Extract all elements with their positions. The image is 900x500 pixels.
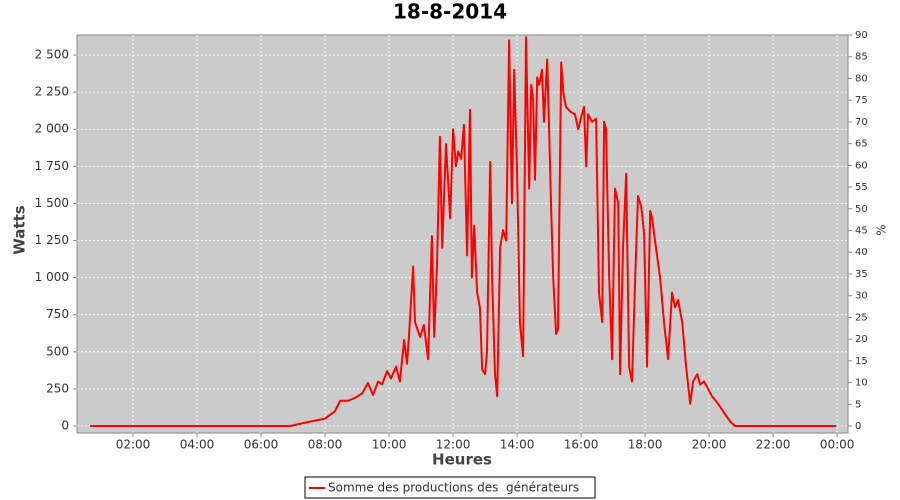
y-axis-label: Watts [11,205,29,254]
series-line [90,36,837,427]
y2-axis-label: % [875,224,889,235]
y2-tick-label: 10 [855,378,868,389]
y2-tick-label: 20 [855,334,868,345]
x-tick-label: 04:00 [180,438,215,452]
y-tick-label: 2 000 [35,122,69,136]
y2-tick-label: 75 [855,95,868,106]
y-tick-label: 2 500 [35,48,69,62]
x-axis-label: Heures [432,451,492,469]
y-tick-label: 1 250 [35,233,69,247]
y2-tick-label: 30 [855,291,868,302]
y2-tick-label: 40 [855,247,868,258]
y-tick-label: 750 [46,307,69,321]
y2-tick-label: 35 [855,269,868,280]
x-tick-label: 02:00 [116,438,151,452]
y-tick-label: 1 750 [35,159,69,173]
y2-tick-label: 45 [855,226,868,237]
y-tick-label: 500 [46,344,69,358]
y2-tick-label: 25 [855,312,868,323]
y-tick-label: 0 [61,419,69,433]
x-tick-label: 20:00 [692,438,727,452]
y2-tick-label: 15 [855,356,868,367]
y2-tick-label: 60 [855,160,868,171]
y2-tick-label: 65 [855,139,868,150]
y2-tick-label: 85 [855,52,868,63]
x-tick-label: 16:00 [564,438,599,452]
x-tick-label: 14:00 [500,438,535,452]
plot-area [76,34,849,434]
x-tick-label: 06:00 [244,438,279,452]
y-tick-label: 1 000 [35,270,69,284]
y-tick-label: 2 250 [35,85,69,99]
chart-title: 18-8-2014 [393,0,507,24]
y2-tick-label: 55 [855,182,868,193]
y2-tick-label: 5 [855,399,861,410]
y2-tick-label: 90 [855,30,868,41]
legend-box [304,476,596,499]
legend-label: Somme des productions des générateurs [328,481,579,495]
x-tick-label: 00:00 [820,438,855,452]
y-tick-label: 1 500 [35,196,69,210]
y-tick-label: 250 [46,381,69,395]
y2-tick-label: 80 [855,73,868,84]
y2-tick-label: 70 [855,117,868,128]
x-tick-label: 22:00 [756,438,791,452]
x-tick-label: 10:00 [372,438,407,452]
y2-tick-label: 50 [855,204,868,215]
x-tick-label: 08:00 [308,438,343,452]
x-tick-label: 18:00 [628,438,663,452]
y2-tick-label: 0 [855,421,861,432]
x-tick-label: 12:00 [436,438,471,452]
